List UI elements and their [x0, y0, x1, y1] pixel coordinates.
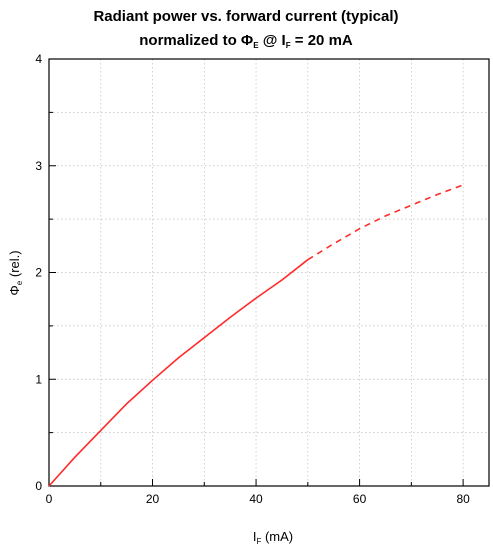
x-axis-label: IF (mA) — [253, 529, 293, 546]
x-tick-label: 40 — [249, 492, 263, 506]
data-series — [48, 184, 464, 487]
series-line-solid — [48, 259, 309, 487]
series-line-dashed — [307, 184, 464, 261]
grid — [49, 59, 489, 486]
x-tick-label: 0 — [46, 492, 53, 506]
y-tick-label: 2 — [35, 266, 42, 280]
chart-title-line-1: Radiant power vs. forward current (typic… — [93, 8, 398, 25]
y-tick-label: 4 — [35, 52, 42, 66]
chart-title-line-2: normalized to ΦE @ IF = 20 mA — [139, 32, 353, 50]
x-tick-label: 60 — [353, 492, 367, 506]
y-tick-label: 3 — [35, 159, 42, 173]
y-tick-label: 1 — [35, 372, 42, 386]
x-tick-label: 20 — [146, 492, 160, 506]
y-tick-label: 0 — [35, 479, 42, 493]
axis-ticks: 0 20 40 60 80 0 1 2 3 4 — [35, 52, 470, 506]
x-tick-label: 80 — [456, 492, 470, 506]
y-axis-label: Φe (rel.) — [7, 250, 24, 295]
